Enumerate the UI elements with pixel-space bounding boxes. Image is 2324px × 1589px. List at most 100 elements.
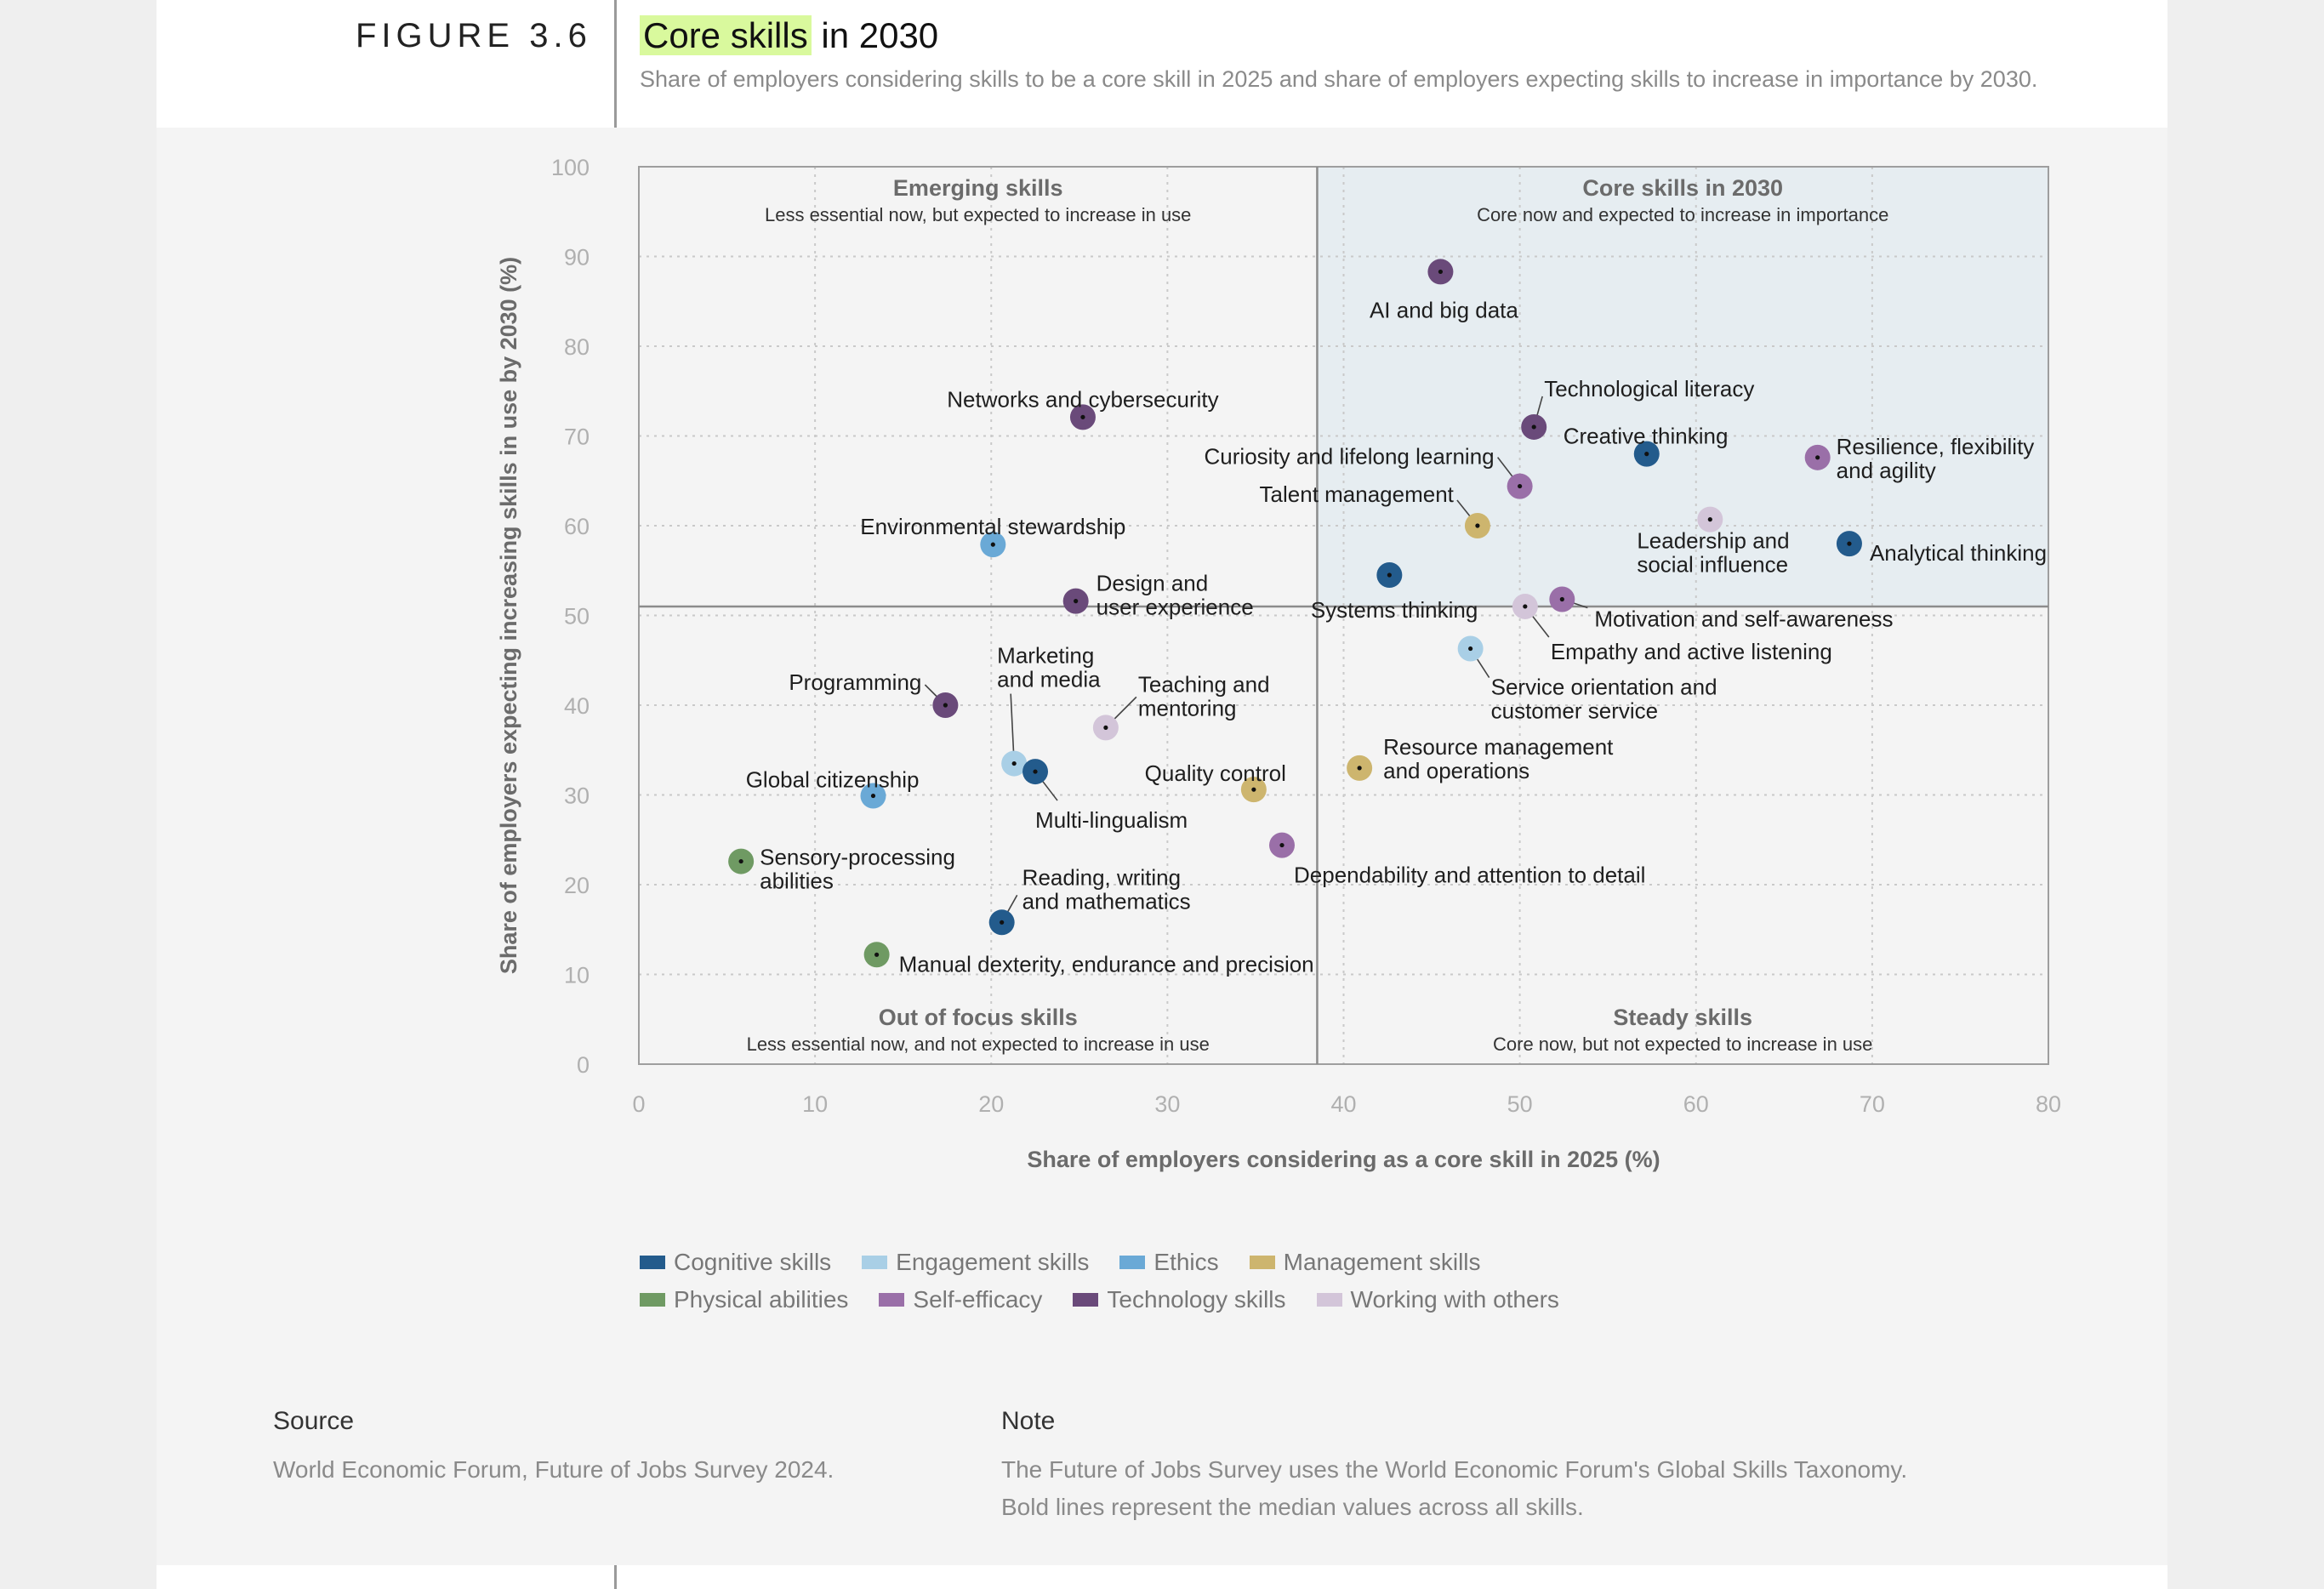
point-label-line: Reading, writing	[1022, 864, 1181, 890]
x-tick-label: 0	[632, 1091, 645, 1117]
point-label: Environmental stewardship	[860, 514, 1125, 539]
legend-label: Management skills	[1283, 1249, 1481, 1275]
y-tick-label: 50	[564, 604, 590, 629]
point-label: Marketing and media	[997, 643, 1101, 692]
point-label-line: and operations	[1383, 758, 1529, 783]
legend-swatch	[640, 1293, 665, 1307]
point-label: Manual dexterity, endurance and precisio…	[899, 951, 1314, 977]
x-tick-label: 10	[802, 1091, 828, 1117]
point-label-line: Quality control	[1145, 760, 1286, 786]
point-label: AI and big data	[1370, 297, 1518, 322]
point-label-line: Environmental stewardship	[860, 514, 1125, 539]
point-label: Global citizenship	[746, 767, 920, 793]
point-label: Motivation and self-awareness	[1594, 607, 1893, 632]
quadrant-title-2: Out of focus skills	[879, 1005, 1078, 1030]
y-tick-label: 0	[577, 1052, 590, 1078]
quadrant-desc-3: Core now, but not expected to increase i…	[1493, 1034, 1872, 1055]
point-label-line: customer service	[1491, 698, 1659, 724]
point-label-line: and agility	[1837, 458, 1936, 483]
y-tick-label: 80	[564, 334, 590, 360]
quadrant-desc-0: Less essential now, but expected to incr…	[765, 204, 1191, 225]
point-center-dot	[738, 858, 743, 864]
figure-subtitle: Share of employers considering skills to…	[640, 66, 2038, 92]
point-label: Leadership and social influence	[1637, 528, 1789, 578]
point-label: Sensory-processing abilities	[760, 845, 955, 894]
point-label-line: Systems thinking	[1311, 597, 1478, 623]
scatter-chart: 0 10 20 30 40 50 60 70 80 0 10 20 30 40 50 60 70 80 90 100 E…	[496, 155, 2061, 1172]
x-tick-label: 60	[1683, 1091, 1709, 1117]
legend-swatch	[1249, 1256, 1275, 1269]
legend-item-technology: Technology skills	[1073, 1286, 1286, 1313]
point-label: Quality control	[1145, 760, 1286, 786]
point-label: Creative thinking	[1564, 424, 1729, 449]
point-label: Talent management	[1260, 481, 1455, 507]
figure-title: Core skills in 2030	[640, 15, 938, 56]
plot-frame	[638, 166, 2049, 1065]
point-label-line: Dependability and attention to detail	[1294, 863, 1645, 888]
point-label-line: user experience	[1096, 595, 1254, 620]
point-label: Design and user experience	[1096, 571, 1254, 620]
point-label-line: Programming	[789, 669, 921, 695]
y-tick-label: 10	[564, 963, 590, 988]
legend-row: Cognitive skills Engagement skills Ethics M…	[640, 1244, 1660, 1281]
point-label-line: Marketing	[997, 643, 1094, 669]
point-center-dot	[1438, 269, 1444, 275]
point-center-dot	[1644, 452, 1649, 457]
legend-label: Working with others	[1350, 1286, 1559, 1313]
y-tick-label: 100	[551, 155, 590, 180]
point-center-dot	[990, 542, 995, 547]
y-tick-label: 90	[564, 245, 590, 271]
y-tick-label: 40	[564, 693, 590, 719]
legend-item-engagement: Engagement skills	[862, 1249, 1089, 1276]
figure-label: FIGURE 3.6	[356, 17, 592, 54]
core-quadrant-fill	[1317, 167, 2048, 607]
point-label: Service orientation and customer service	[1491, 675, 1717, 724]
point-label-line: mentoring	[1138, 695, 1237, 720]
point-center-dot	[1000, 920, 1005, 925]
point-center-dot	[1279, 842, 1284, 848]
point-label-line: Teaching and	[1138, 671, 1270, 697]
chart-legend: Cognitive skills Engagement skills Ethics M…	[640, 1244, 1660, 1318]
legend-item-ethics: Ethics	[1119, 1249, 1219, 1276]
point-label-line: Analytical thinking	[1870, 540, 2047, 566]
source-text: World Economic Forum, Future of Jobs Sur…	[273, 1456, 834, 1483]
point-center-dot	[1707, 517, 1712, 522]
point-center-dot	[1518, 483, 1523, 489]
point-center-dot	[1074, 599, 1079, 604]
footer-divider	[614, 1565, 617, 1589]
legend-item-working_with_others: Working with others	[1316, 1286, 1559, 1313]
y-tick-label: 60	[564, 514, 590, 539]
note-line-1: The Future of Jobs Survey uses the World…	[1001, 1456, 1908, 1483]
point-center-dot	[1523, 604, 1528, 609]
point-label: Analytical thinking	[1870, 540, 2047, 566]
note-heading: Note	[1001, 1407, 1056, 1435]
point-label-line: AI and big data	[1370, 297, 1518, 322]
point-center-dot	[1468, 646, 1473, 652]
legend-label: Technology skills	[1107, 1286, 1286, 1313]
legend-swatch	[640, 1256, 665, 1269]
point-center-dot	[1033, 769, 1038, 774]
point-label-line: Leadership and	[1637, 528, 1789, 554]
point-label-line: and mathematics	[1022, 888, 1191, 914]
point-label: Curiosity and lifelong learning	[1205, 444, 1495, 470]
legend-row: Physical abilities Self-efficacy Technolog…	[640, 1281, 1660, 1318]
point-center-dot	[1847, 541, 1852, 546]
point-label-line: Technological literacy	[1544, 376, 1754, 402]
quadrant-title-1: Core skills in 2030	[1582, 175, 1783, 201]
point-label: Multi-lingualism	[1035, 807, 1188, 833]
point-label-line: Service orientation and	[1491, 675, 1717, 700]
x-tick-label: 20	[978, 1091, 1004, 1117]
legend-swatch	[1073, 1293, 1099, 1307]
legend-swatch	[862, 1256, 888, 1269]
note-line-2: Bold lines represent the median values a…	[1001, 1494, 1584, 1520]
point-center-dot	[1080, 414, 1085, 419]
point-label-line: and media	[997, 667, 1101, 692]
point-center-dot	[1559, 596, 1564, 602]
point-center-dot	[1251, 787, 1256, 792]
point-center-dot	[1357, 766, 1362, 771]
x-tick-label: 40	[1330, 1091, 1356, 1117]
legend-label: Self-efficacy	[913, 1286, 1043, 1313]
quadrant-title-0: Emerging skills	[893, 175, 1063, 201]
y-tick-label: 30	[564, 783, 590, 809]
y-tick-label: 70	[564, 424, 590, 450]
